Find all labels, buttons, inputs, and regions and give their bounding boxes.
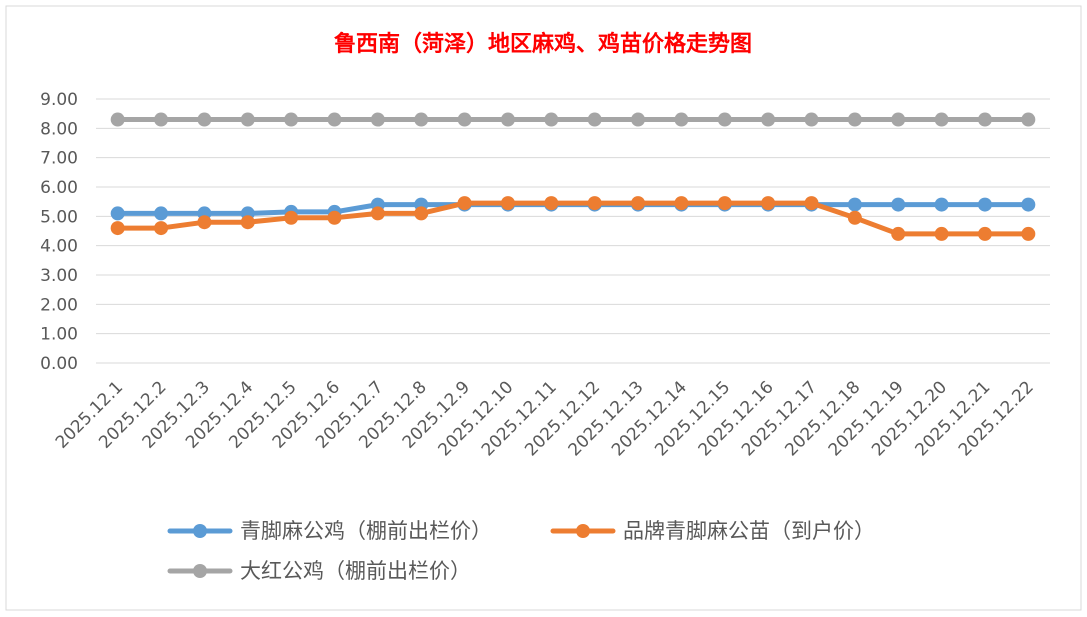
- y-tick-label: 6.00: [40, 178, 78, 198]
- legend-swatch-marker: [193, 564, 207, 578]
- data-point: [414, 206, 429, 221]
- data-point: [891, 112, 906, 127]
- data-point: [1021, 226, 1036, 241]
- series-layer: [110, 112, 1036, 241]
- legend-swatch-marker: [576, 524, 590, 538]
- data-point: [847, 210, 862, 225]
- y-tick-label: 5.00: [40, 207, 78, 227]
- data-point: [197, 112, 212, 127]
- data-point: [500, 196, 515, 211]
- data-point: [717, 196, 732, 211]
- data-point: [240, 112, 255, 127]
- legend-label: 大红公鸡（棚前出栏价）: [240, 559, 471, 583]
- data-point: [847, 112, 862, 127]
- data-point: [977, 226, 992, 241]
- series-2: [110, 196, 1036, 241]
- legend-entry: 青脚麻公鸡（棚前出栏价）: [167, 519, 492, 543]
- data-point: [977, 112, 992, 127]
- data-point: [717, 112, 732, 127]
- y-tick-label: 7.00: [40, 149, 78, 169]
- data-point: [370, 206, 385, 221]
- data-point: [891, 226, 906, 241]
- legend-entry: 品牌青脚麻公苗（到户价）: [550, 519, 875, 543]
- data-point: [110, 112, 125, 127]
- legend: 青脚麻公鸡（棚前出栏价） 品牌青脚麻公苗（到户价） 大红公鸡（棚前出栏价）: [167, 519, 875, 583]
- data-point: [414, 112, 429, 127]
- data-point: [327, 112, 342, 127]
- data-point: [587, 112, 602, 127]
- y-tick-label: 0.00: [40, 354, 78, 374]
- data-point: [977, 197, 992, 212]
- data-point: [934, 112, 949, 127]
- data-point: [370, 112, 385, 127]
- data-point: [327, 210, 342, 225]
- data-point: [110, 221, 125, 236]
- y-tick-label: 8.00: [40, 119, 78, 139]
- data-point: [110, 206, 125, 221]
- data-point: [674, 112, 689, 127]
- data-point: [674, 196, 689, 211]
- data-point: [804, 112, 819, 127]
- y-tick-label: 1.00: [40, 325, 78, 345]
- legend-entry: 大红公鸡（棚前出栏价）: [167, 559, 471, 583]
- data-point: [804, 196, 819, 211]
- data-point: [154, 221, 169, 236]
- data-point: [284, 112, 299, 127]
- data-point: [761, 112, 776, 127]
- data-point: [934, 226, 949, 241]
- data-point: [154, 206, 169, 221]
- gridlines: [96, 98, 1050, 364]
- chart-border: [5, 5, 1082, 611]
- data-point: [891, 197, 906, 212]
- chart-title: 鲁西南（菏泽）地区麻鸡、鸡苗价格走势图: [333, 31, 752, 57]
- series-line: [115, 200, 1031, 237]
- y-tick-label: 4.00: [40, 237, 78, 257]
- legend-swatch-marker: [193, 524, 207, 538]
- data-point: [457, 196, 472, 211]
- data-point: [761, 196, 776, 211]
- y-axis-tick-labels: 0.00 1.00 2.00 3.00 4.00 5.00 6.00 7.00 8.00 9.00: [40, 90, 78, 374]
- data-point: [631, 196, 646, 211]
- data-point: [934, 197, 949, 212]
- data-point: [284, 210, 299, 225]
- data-point: [457, 112, 472, 127]
- y-tick-label: 9.00: [40, 90, 78, 110]
- y-tick-label: 3.00: [40, 266, 78, 286]
- legend-label: 品牌青脚麻公苗（到户价）: [623, 519, 875, 543]
- data-point: [500, 112, 515, 127]
- data-point: [1021, 112, 1036, 127]
- data-point: [544, 112, 559, 127]
- data-point: [847, 197, 862, 212]
- data-point: [154, 112, 169, 127]
- data-point: [587, 196, 602, 211]
- series-3: [110, 112, 1036, 127]
- data-point: [544, 196, 559, 211]
- legend-label: 青脚麻公鸡（棚前出栏价）: [240, 519, 492, 543]
- data-point: [240, 215, 255, 230]
- data-point: [197, 215, 212, 230]
- data-point: [631, 112, 646, 127]
- data-point: [1021, 197, 1036, 212]
- y-tick-label: 2.00: [40, 295, 78, 315]
